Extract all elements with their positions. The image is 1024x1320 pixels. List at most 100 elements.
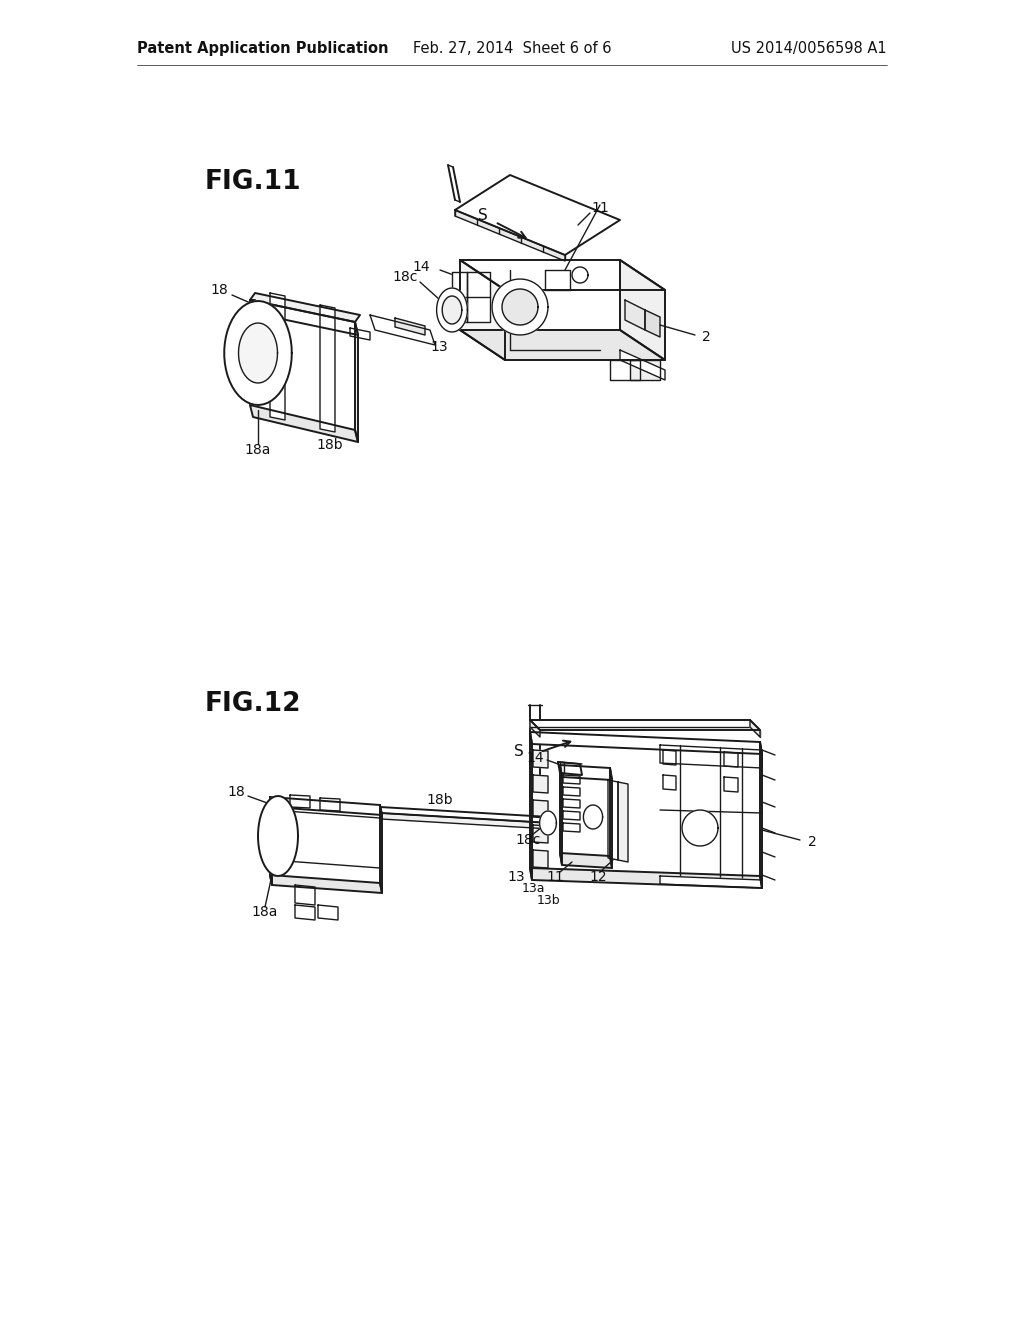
Polygon shape bbox=[460, 260, 505, 360]
Polygon shape bbox=[239, 323, 278, 383]
Polygon shape bbox=[355, 322, 358, 442]
Polygon shape bbox=[467, 272, 490, 322]
Polygon shape bbox=[270, 797, 382, 814]
Polygon shape bbox=[560, 853, 612, 869]
Polygon shape bbox=[270, 293, 285, 420]
Text: 18a: 18a bbox=[245, 444, 271, 457]
Polygon shape bbox=[318, 906, 338, 920]
Polygon shape bbox=[250, 293, 360, 322]
Polygon shape bbox=[572, 267, 588, 282]
Polygon shape bbox=[502, 289, 538, 325]
Polygon shape bbox=[455, 210, 565, 261]
Polygon shape bbox=[270, 797, 272, 884]
Polygon shape bbox=[250, 300, 358, 335]
Polygon shape bbox=[258, 796, 298, 876]
Polygon shape bbox=[224, 301, 292, 405]
Polygon shape bbox=[493, 279, 548, 335]
Polygon shape bbox=[630, 360, 660, 380]
Polygon shape bbox=[560, 766, 612, 780]
Text: 11: 11 bbox=[546, 870, 564, 884]
Polygon shape bbox=[620, 260, 665, 360]
Polygon shape bbox=[724, 777, 738, 792]
Polygon shape bbox=[534, 800, 548, 818]
Polygon shape bbox=[663, 750, 676, 766]
Text: 13b: 13b bbox=[537, 894, 560, 907]
Polygon shape bbox=[645, 310, 660, 337]
Text: 14: 14 bbox=[413, 260, 430, 275]
Polygon shape bbox=[534, 750, 548, 768]
Text: 18b: 18b bbox=[427, 793, 454, 807]
Polygon shape bbox=[534, 775, 548, 793]
Text: 18: 18 bbox=[210, 282, 228, 297]
Polygon shape bbox=[663, 775, 676, 789]
Polygon shape bbox=[560, 762, 564, 774]
Polygon shape bbox=[530, 719, 760, 730]
Polygon shape bbox=[618, 781, 628, 862]
Text: 18c: 18c bbox=[515, 833, 541, 847]
Polygon shape bbox=[558, 762, 582, 775]
Polygon shape bbox=[250, 300, 255, 405]
Polygon shape bbox=[608, 780, 618, 861]
Text: FIG.11: FIG.11 bbox=[205, 169, 301, 195]
Text: 14: 14 bbox=[526, 751, 544, 766]
Polygon shape bbox=[460, 330, 665, 360]
Text: 18: 18 bbox=[227, 785, 245, 799]
Polygon shape bbox=[530, 719, 540, 737]
Polygon shape bbox=[724, 752, 738, 767]
Polygon shape bbox=[395, 318, 425, 335]
Polygon shape bbox=[380, 805, 382, 894]
Text: 13: 13 bbox=[507, 870, 525, 884]
Polygon shape bbox=[560, 766, 562, 865]
Polygon shape bbox=[290, 795, 310, 808]
Polygon shape bbox=[295, 906, 315, 920]
Polygon shape bbox=[563, 799, 580, 808]
Polygon shape bbox=[442, 296, 462, 323]
Polygon shape bbox=[370, 315, 435, 345]
Text: 11: 11 bbox=[591, 201, 609, 215]
Text: S: S bbox=[514, 744, 524, 759]
Polygon shape bbox=[530, 869, 762, 888]
Polygon shape bbox=[295, 884, 315, 906]
Polygon shape bbox=[530, 733, 762, 754]
Polygon shape bbox=[350, 327, 370, 341]
Polygon shape bbox=[250, 405, 358, 442]
Polygon shape bbox=[563, 810, 580, 820]
Polygon shape bbox=[540, 810, 556, 836]
Text: Patent Application Publication: Patent Application Publication bbox=[137, 41, 388, 57]
Polygon shape bbox=[258, 315, 270, 400]
Polygon shape bbox=[760, 742, 762, 888]
Polygon shape bbox=[610, 768, 612, 869]
Polygon shape bbox=[563, 822, 580, 832]
Polygon shape bbox=[319, 799, 340, 810]
Polygon shape bbox=[534, 850, 548, 869]
Text: FIG.12: FIG.12 bbox=[205, 690, 301, 717]
Text: 13a: 13a bbox=[521, 883, 545, 895]
Polygon shape bbox=[534, 825, 548, 843]
Text: 13: 13 bbox=[430, 341, 447, 354]
Text: 18b: 18b bbox=[316, 438, 343, 451]
Polygon shape bbox=[380, 807, 551, 822]
Text: Feb. 27, 2014  Sheet 6 of 6: Feb. 27, 2014 Sheet 6 of 6 bbox=[413, 41, 611, 57]
Polygon shape bbox=[660, 744, 762, 768]
Text: 12: 12 bbox=[589, 870, 607, 884]
Polygon shape bbox=[380, 813, 551, 829]
Polygon shape bbox=[750, 719, 760, 737]
Polygon shape bbox=[545, 271, 570, 290]
Polygon shape bbox=[460, 260, 665, 290]
Polygon shape bbox=[270, 875, 382, 894]
Polygon shape bbox=[625, 300, 645, 330]
Text: 2: 2 bbox=[808, 836, 817, 849]
Polygon shape bbox=[660, 876, 762, 888]
Polygon shape bbox=[610, 360, 640, 380]
Text: 18a: 18a bbox=[252, 906, 279, 919]
Text: US 2014/0056598 A1: US 2014/0056598 A1 bbox=[731, 41, 887, 57]
Polygon shape bbox=[682, 810, 718, 846]
Text: S: S bbox=[478, 207, 487, 223]
Polygon shape bbox=[319, 305, 335, 432]
Polygon shape bbox=[563, 775, 580, 784]
Polygon shape bbox=[455, 176, 620, 255]
Polygon shape bbox=[620, 350, 665, 380]
Polygon shape bbox=[530, 733, 532, 880]
Polygon shape bbox=[563, 787, 580, 796]
Polygon shape bbox=[436, 288, 467, 333]
